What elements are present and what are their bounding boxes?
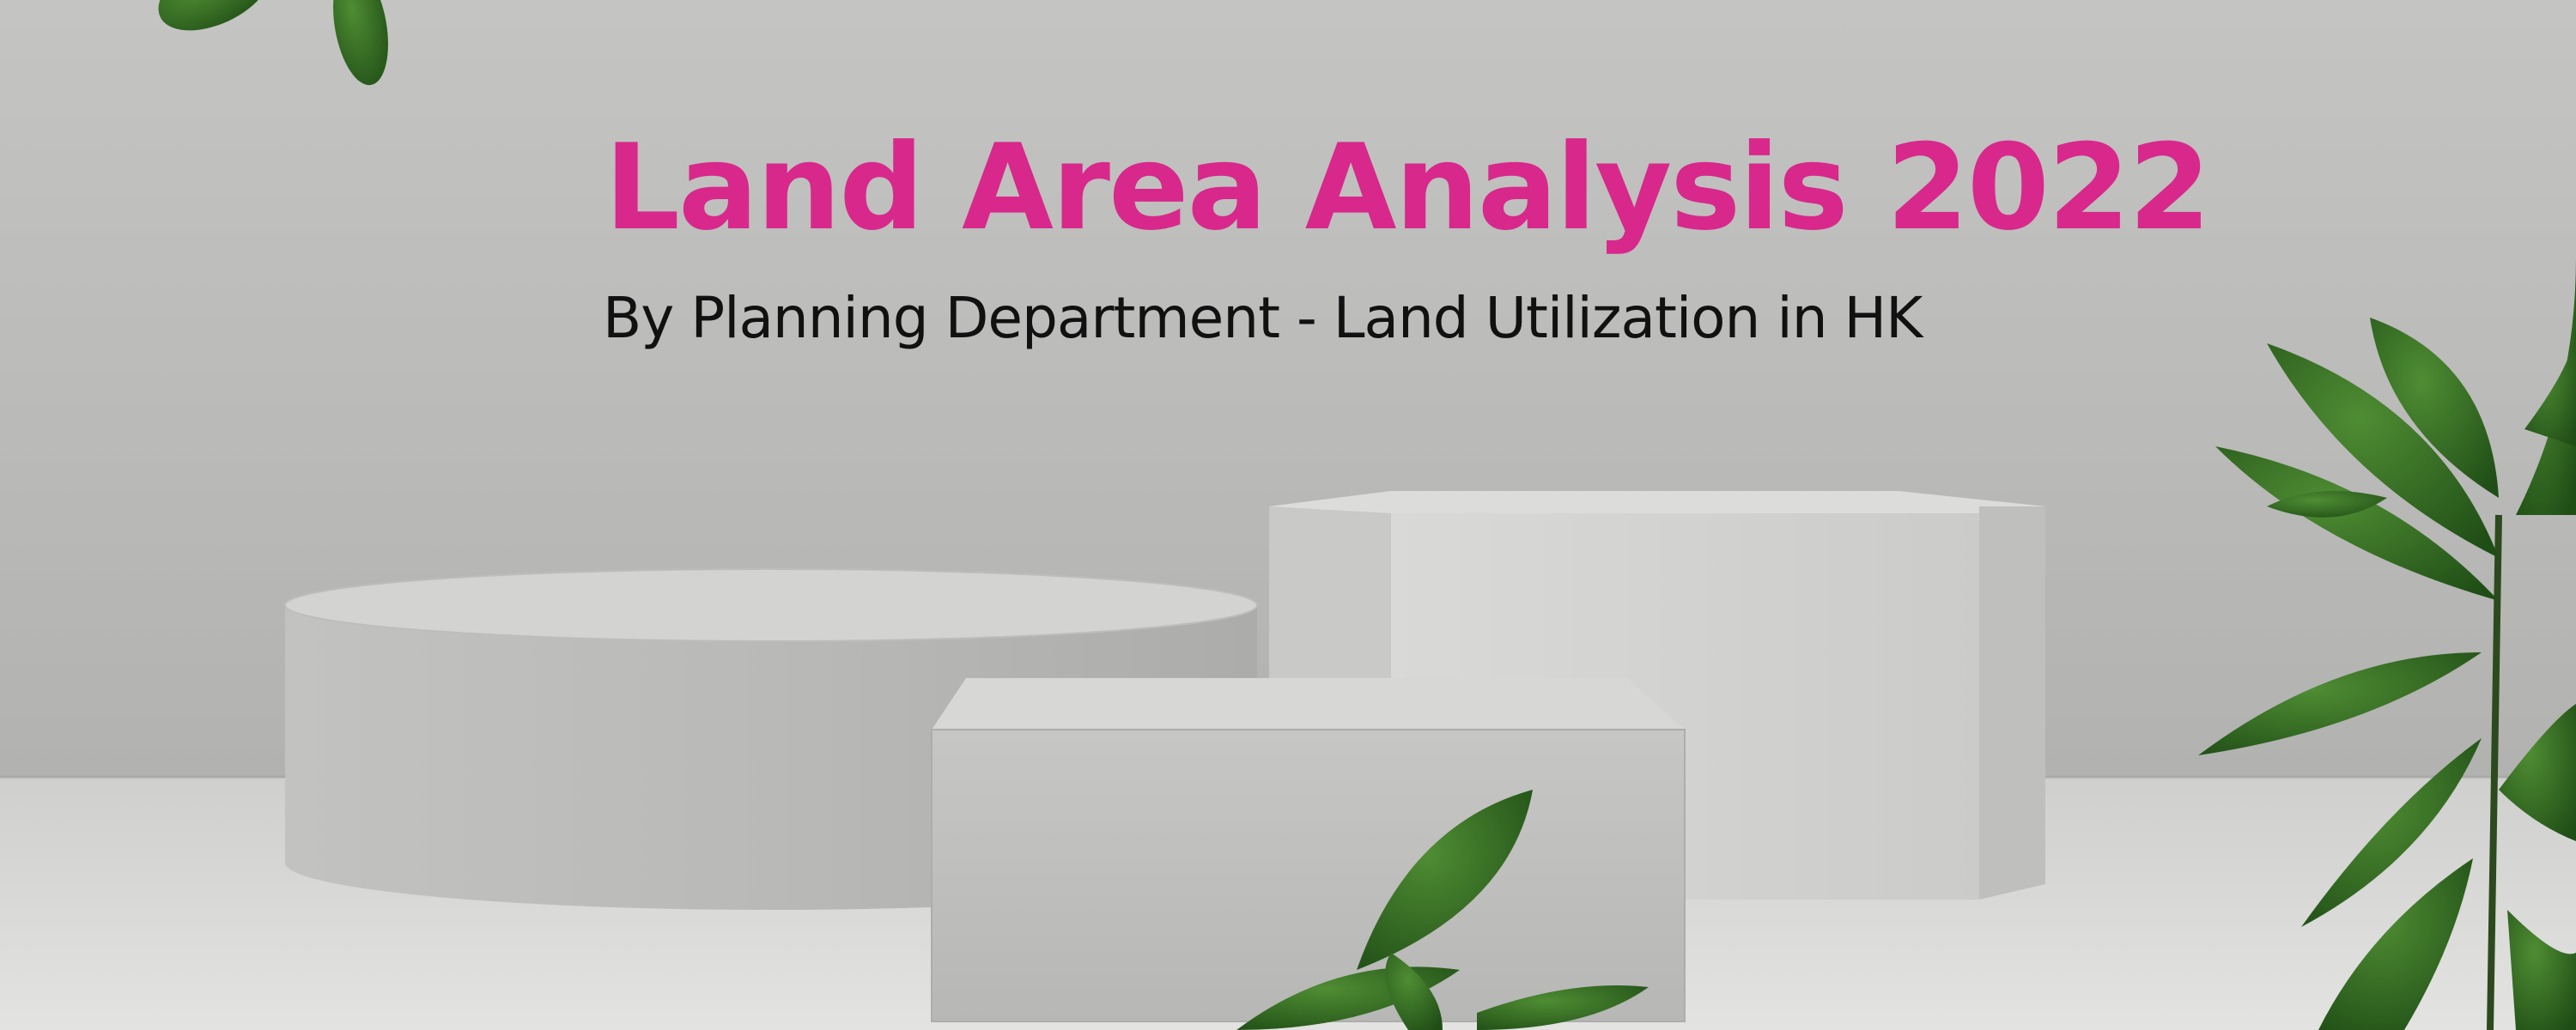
page-title: Land Area Analysis 2022	[605, 118, 2211, 257]
page-subtitle: By Planning Department - Land Utilizatio…	[603, 285, 1923, 351]
plant-leaves	[158, 0, 2576, 1030]
rectangular-pedestal	[931, 678, 1686, 1022]
